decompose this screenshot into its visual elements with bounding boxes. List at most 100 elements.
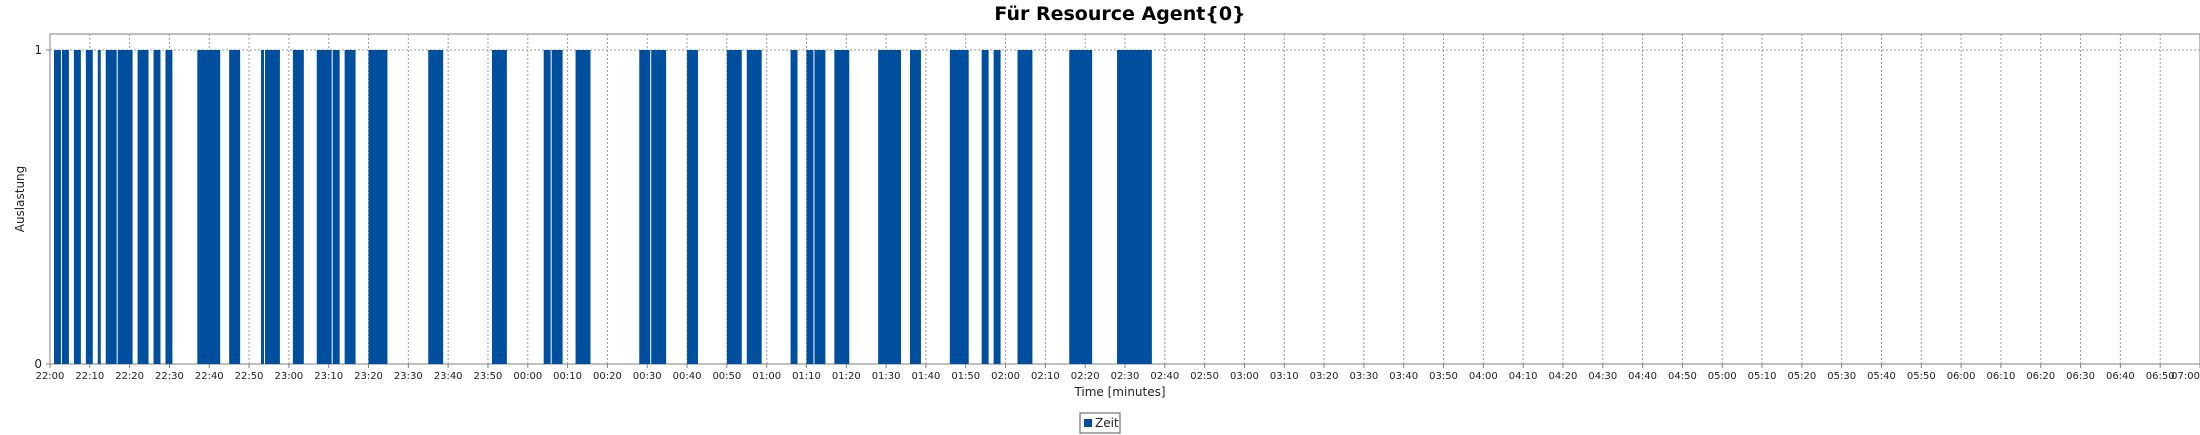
bar bbox=[261, 50, 264, 364]
bar bbox=[73, 50, 81, 364]
bar bbox=[575, 50, 591, 364]
bar bbox=[344, 50, 356, 364]
legend: Zeit bbox=[1079, 412, 1121, 434]
bar bbox=[265, 50, 280, 364]
x-tick-label: 06:10 bbox=[1987, 371, 2016, 382]
x-tick-label: 03:40 bbox=[1389, 371, 1418, 382]
x-tick-label: 01:10 bbox=[792, 371, 821, 382]
bar bbox=[1017, 50, 1033, 364]
bar bbox=[639, 50, 651, 364]
y-tick-label: 1 bbox=[34, 43, 42, 57]
x-tick-label: 22:50 bbox=[235, 371, 264, 382]
x-tick-label: 22:20 bbox=[115, 371, 144, 382]
legend-label: Zeit bbox=[1095, 416, 1119, 430]
x-tick-label: 00:40 bbox=[673, 371, 702, 382]
bar bbox=[368, 50, 388, 364]
x-tick-label: 04:10 bbox=[1509, 371, 1538, 382]
x-tick-label: 01:00 bbox=[752, 371, 781, 382]
bar bbox=[197, 50, 221, 364]
x-tick-label: 03:20 bbox=[1310, 371, 1339, 382]
bar bbox=[491, 50, 507, 364]
bar bbox=[97, 50, 101, 364]
bar bbox=[651, 50, 667, 364]
x-tick-label: 00:10 bbox=[553, 371, 582, 382]
x-tick-label: 02:20 bbox=[1071, 371, 1100, 382]
x-axis-ticks: 22:00 22:10 22:20 22:30 22:40 22:50 23:00 23:10… bbox=[36, 364, 2200, 382]
bar bbox=[332, 50, 340, 364]
x-tick-label: 03:00 bbox=[1230, 371, 1259, 382]
x-tick-label: 05:20 bbox=[1787, 371, 1816, 382]
y-axis-label: Auslastung bbox=[13, 166, 27, 233]
x-tick-label: 22:00 bbox=[36, 371, 65, 382]
x-tick-label: 23:50 bbox=[474, 371, 503, 382]
x-tick-label: 05:10 bbox=[1748, 371, 1777, 382]
x-tick-label: 23:40 bbox=[434, 371, 463, 382]
x-tick-label: 03:10 bbox=[1270, 371, 1299, 382]
x-tick-label: 05:50 bbox=[1907, 371, 1936, 382]
bar bbox=[53, 50, 61, 364]
x-tick-label: 06:40 bbox=[2106, 371, 2135, 382]
x-tick-label: 03:30 bbox=[1349, 371, 1378, 382]
x-tick-label: 06:30 bbox=[2066, 371, 2095, 382]
bar bbox=[137, 50, 149, 364]
x-tick-label: 00:20 bbox=[593, 371, 622, 382]
x-tick-label: 07:00 bbox=[2171, 371, 2200, 382]
x-tick-label: 23:10 bbox=[314, 371, 343, 382]
x-tick-label: 22:10 bbox=[75, 371, 104, 382]
y-axis-ticks: 01 bbox=[34, 43, 50, 371]
x-tick-label: 03:50 bbox=[1429, 371, 1458, 382]
bar bbox=[85, 50, 93, 364]
bar bbox=[316, 50, 332, 364]
x-tick-label: 05:30 bbox=[1827, 371, 1856, 382]
x-tick-label: 22:40 bbox=[195, 371, 224, 382]
bar bbox=[910, 50, 921, 364]
x-tick-label: 02:00 bbox=[991, 371, 1020, 382]
x-tick-label: 22:30 bbox=[155, 371, 184, 382]
bar bbox=[806, 50, 814, 364]
x-tick-label: 02:50 bbox=[1190, 371, 1219, 382]
bar bbox=[292, 50, 304, 364]
x-tick-label: 01:40 bbox=[912, 371, 941, 382]
bar bbox=[878, 50, 902, 364]
bar bbox=[814, 50, 826, 364]
bar bbox=[726, 50, 742, 364]
bar bbox=[981, 50, 989, 364]
bar bbox=[746, 50, 762, 364]
x-tick-label: 06:20 bbox=[2026, 371, 2055, 382]
x-tick-label: 04:30 bbox=[1588, 371, 1617, 382]
bar bbox=[61, 50, 69, 364]
legend-swatch bbox=[1084, 419, 1092, 427]
bar bbox=[993, 50, 1001, 364]
x-tick-label: 00:30 bbox=[633, 371, 662, 382]
x-tick-label: 01:50 bbox=[951, 371, 980, 382]
x-tick-label: 23:20 bbox=[354, 371, 383, 382]
x-tick-label: 01:20 bbox=[832, 371, 861, 382]
y-tick-label: 0 bbox=[34, 357, 42, 371]
bar bbox=[687, 50, 698, 364]
x-tick-label: 04:40 bbox=[1628, 371, 1657, 382]
x-tick-label: 01:30 bbox=[872, 371, 901, 382]
x-tick-label: 00:00 bbox=[513, 371, 542, 382]
bar-series bbox=[53, 50, 1152, 364]
bar bbox=[790, 50, 798, 364]
bar bbox=[105, 50, 117, 364]
bar bbox=[834, 50, 850, 364]
x-tick-label: 02:30 bbox=[1111, 371, 1140, 382]
bar bbox=[1069, 50, 1093, 364]
x-tick-label: 06:00 bbox=[1947, 371, 1976, 382]
x-tick-label: 02:10 bbox=[1031, 371, 1060, 382]
chart-title: Für Resource Agent{0} bbox=[994, 3, 1245, 25]
x-tick-label: 00:50 bbox=[712, 371, 741, 382]
x-tick-label: 04:50 bbox=[1668, 371, 1697, 382]
bar bbox=[117, 50, 133, 364]
bar bbox=[551, 50, 563, 364]
x-axis-label: Time [minutes] bbox=[1073, 385, 1165, 399]
x-tick-label: 06:50 bbox=[2146, 371, 2175, 382]
x-tick-label: 23:00 bbox=[274, 371, 303, 382]
bar bbox=[1117, 50, 1152, 364]
x-tick-label: 04:20 bbox=[1549, 371, 1578, 382]
x-tick-label: 05:00 bbox=[1708, 371, 1737, 382]
x-tick-label: 05:40 bbox=[1867, 371, 1896, 382]
bar bbox=[543, 50, 551, 364]
